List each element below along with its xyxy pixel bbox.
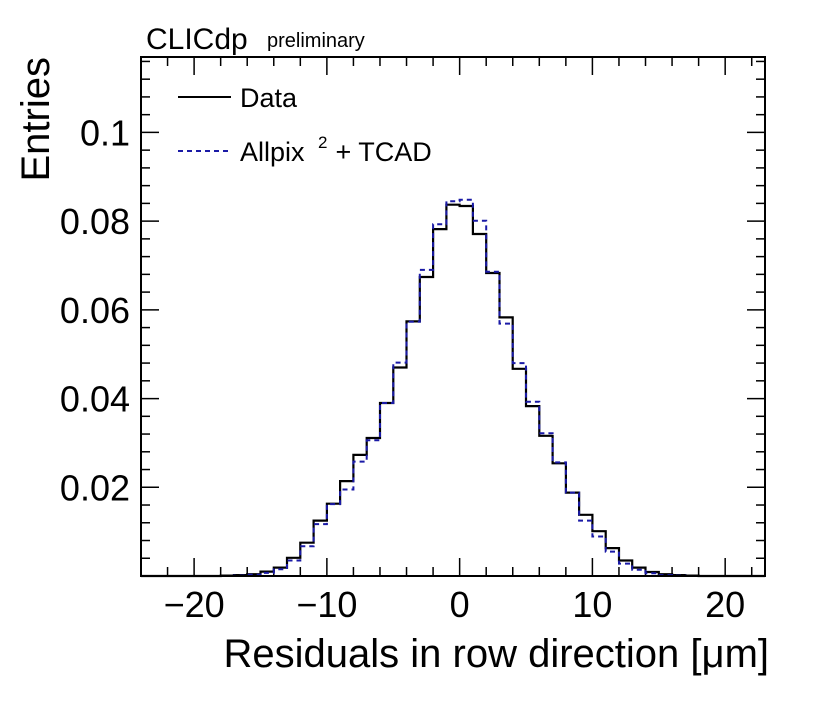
allpix-tcad-series-line: [141, 198, 765, 577]
legend-label-allpix-name: Allpix: [240, 137, 305, 167]
legend-label-allpix-superscript: 2: [318, 133, 327, 152]
y-tick-label: 0.1: [80, 112, 130, 153]
y-tick-label: 0.04: [60, 379, 130, 420]
plot-frame: [140, 56, 766, 577]
x-tick-label: −10: [296, 584, 357, 625]
x-tick-label: 0: [450, 584, 470, 625]
x-tick-label: 10: [572, 584, 612, 625]
tick-marks: [140, 57, 765, 576]
x-tick-label: −20: [164, 584, 225, 625]
legend-label-data: Data: [240, 83, 298, 113]
chart-subtitle: preliminary: [267, 30, 365, 52]
chart-title: CLICdp: [146, 23, 248, 56]
tick-labels: −20 −10 0 10 20 0.02 0.04 0.06 0.08 0.1: [60, 112, 745, 625]
legend: Data Allpix 2 + TCAD: [178, 83, 432, 167]
series-group: [141, 198, 765, 578]
data-series-line: [141, 203, 765, 578]
y-axis-title: Entries: [14, 57, 58, 182]
x-tick-label: 20: [705, 584, 745, 625]
y-tick-label: 0.06: [60, 290, 130, 331]
y-tick-label: 0.08: [60, 201, 130, 242]
legend-label-allpix-suffix: + TCAD: [328, 137, 432, 167]
y-tick-label: 0.02: [60, 467, 130, 508]
x-axis-title: Residuals in row direction [μm]: [224, 632, 769, 676]
